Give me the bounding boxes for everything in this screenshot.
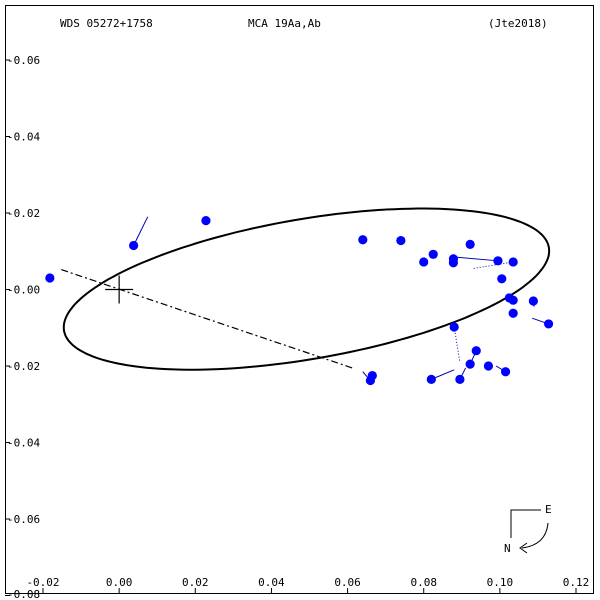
residual-line: [133, 216, 149, 246]
observation-point: [358, 235, 368, 245]
x-tick-label: 0.12: [563, 576, 590, 589]
residual-line: [453, 326, 461, 363]
observation-point: [428, 249, 438, 259]
observation-point: [471, 346, 481, 356]
x-tick-label: 0.06: [334, 576, 361, 589]
observation-point: [500, 367, 511, 377]
y-tick-label: -0.04: [7, 437, 40, 450]
observation-point: [465, 359, 475, 369]
line-of-nodes: [61, 269, 353, 369]
y-tick-label: -0.06: [7, 513, 40, 526]
x-tick-label: 0.10: [487, 576, 514, 589]
observation-point: [543, 319, 554, 329]
y-tick-label: -0.00: [7, 284, 40, 297]
observation-point: [201, 216, 211, 226]
compass-east-line: [510, 509, 541, 538]
compass-arrow: [521, 522, 549, 549]
y-tick-label: -0.06: [7, 54, 40, 67]
x-tick-label: 0.08: [410, 576, 437, 589]
observation-point: [365, 375, 376, 386]
y-tick-label: -0.08: [7, 588, 40, 600]
observation-point: [508, 295, 518, 305]
compass-east-label: E: [545, 503, 552, 516]
header-component: MCA 19Aa,Ab: [248, 17, 321, 30]
plot-frame: [5, 5, 594, 594]
y-tick-label: -0.02: [7, 207, 40, 220]
observation-point: [426, 374, 436, 384]
compass-north-label: N: [504, 542, 511, 555]
residual-layer: [133, 216, 549, 381]
x-tick-label: 0.04: [258, 576, 285, 589]
observation-layer: [45, 216, 554, 386]
orbit-layer: [61, 207, 551, 371]
observation-point: [129, 240, 139, 251]
observation-point: [508, 308, 518, 318]
observation-point: [449, 322, 459, 332]
observation-point: [419, 257, 429, 267]
x-tick-label: 0.00: [106, 576, 133, 589]
observation-point: [528, 296, 538, 306]
residual-line: [473, 261, 514, 269]
header-reference: (Jte2018): [488, 17, 548, 30]
header-wds-id: WDS 05272+1758: [60, 17, 153, 30]
y-tick-label: -0.04: [7, 131, 40, 144]
observation-point: [493, 256, 503, 266]
primary-star-marker: [105, 275, 134, 304]
observation-point: [455, 374, 465, 384]
observation-point: [497, 274, 507, 284]
compass-arrow-head: [519, 542, 528, 554]
observation-point: [396, 235, 406, 246]
y-tick-label: -0.02: [7, 360, 40, 373]
residual-line: [454, 256, 498, 262]
compass-rose: E N: [504, 503, 552, 555]
observation-point: [465, 239, 475, 249]
orbit-ellipse: [62, 207, 551, 371]
x-tick-label: -0.02: [26, 576, 59, 589]
x-tick-label: 0.02: [182, 576, 209, 589]
observation-point: [508, 257, 518, 267]
x-axis-ticks: -0.02 0.00 0.02 0.04 0.06 0.08 0.10 0.12: [26, 576, 589, 593]
y-axis-ticks: -0.06 -0.04 -0.02 -0.00 -0.02 -0.04 -0.06 -0.08: [5, 54, 40, 600]
observation-point: [483, 361, 494, 371]
observation-point: [448, 258, 459, 268]
observation-point: [45, 273, 55, 283]
